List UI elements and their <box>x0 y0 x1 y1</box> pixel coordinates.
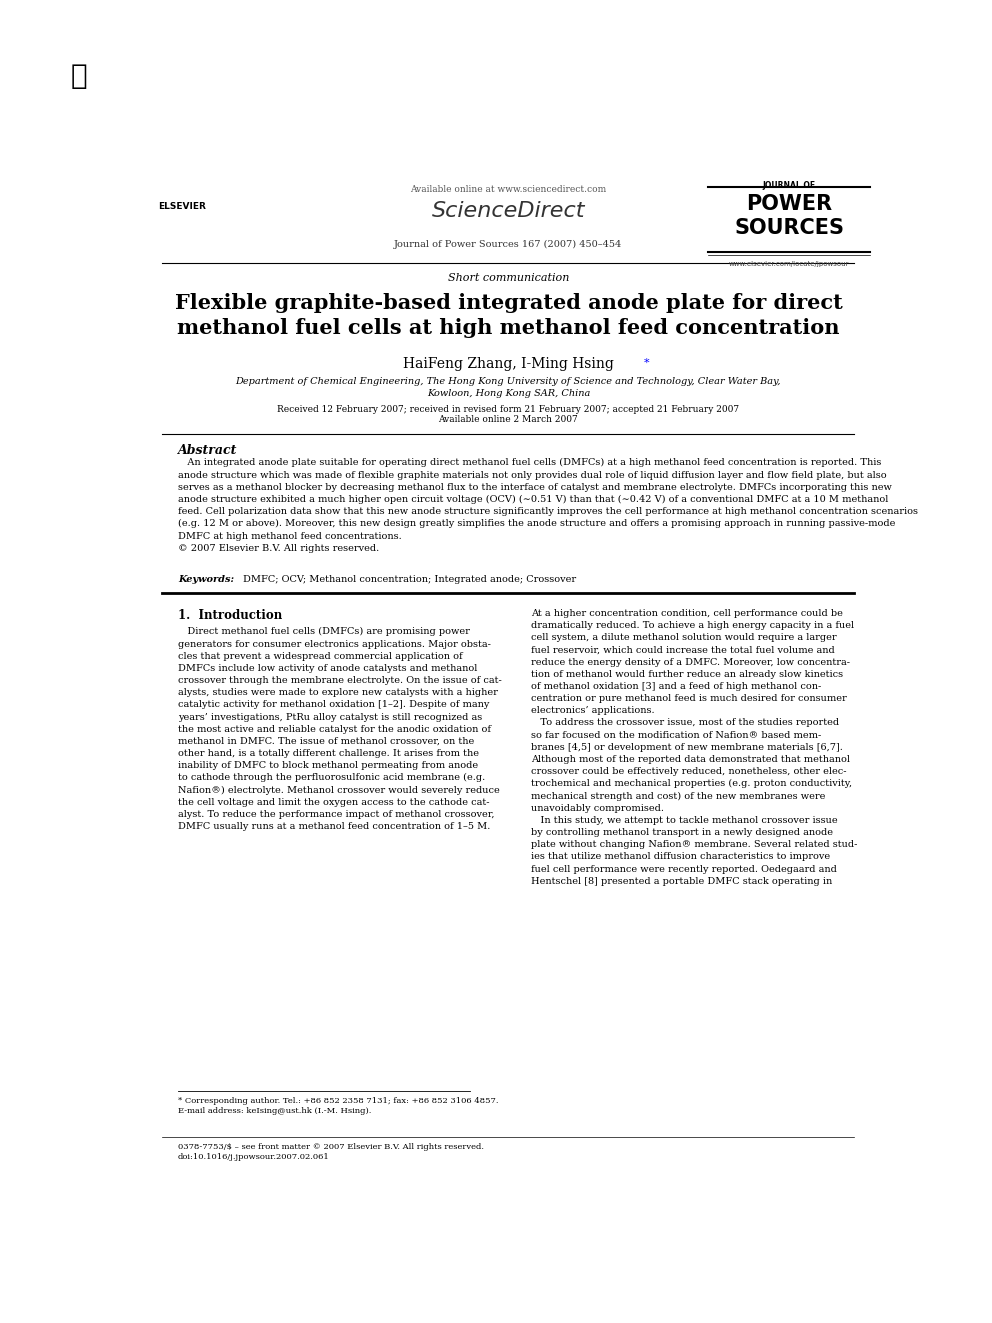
Text: Received 12 February 2007; received in revised form 21 February 2007; accepted 2: Received 12 February 2007; received in r… <box>278 405 739 414</box>
Text: E-mail address: keIsing@ust.hk (I.-M. Hsing).: E-mail address: keIsing@ust.hk (I.-M. Hs… <box>178 1107 371 1115</box>
Text: Keywords:: Keywords: <box>178 576 234 585</box>
Text: Kowloon, Hong Kong SAR, China: Kowloon, Hong Kong SAR, China <box>427 389 590 398</box>
Text: www.elsevier.com/locate/jpowsour: www.elsevier.com/locate/jpowsour <box>729 261 849 267</box>
Text: Direct methanol fuel cells (DMFCs) are promising power
generators for consumer e: Direct methanol fuel cells (DMFCs) are p… <box>178 627 502 831</box>
Text: ELSEVIER: ELSEVIER <box>158 201 205 210</box>
Text: *: * <box>644 357 650 368</box>
Text: Department of Chemical Engineering, The Hong Kong University of Science and Tech: Department of Chemical Engineering, The … <box>236 377 781 386</box>
Text: DMFC; OCV; Methanol concentration; Integrated anode; Crossover: DMFC; OCV; Methanol concentration; Integ… <box>243 576 576 585</box>
Text: Available online 2 March 2007: Available online 2 March 2007 <box>438 415 578 425</box>
Text: Short communication: Short communication <box>447 273 569 283</box>
Text: Available online at www.sciencedirect.com: Available online at www.sciencedirect.co… <box>411 185 606 194</box>
Text: 0378-7753/$ – see front matter © 2007 Elsevier B.V. All rights reserved.: 0378-7753/$ – see front matter © 2007 El… <box>178 1143 484 1151</box>
Text: At a higher concentration condition, cell performance could be
dramatically redu: At a higher concentration condition, cel… <box>532 609 858 885</box>
Text: * Corresponding author. Tel.: +86 852 2358 7131; fax: +86 852 3106 4857.: * Corresponding author. Tel.: +86 852 23… <box>178 1097 498 1105</box>
Text: JOURNAL OF: JOURNAL OF <box>763 181 815 191</box>
Text: An integrated anode plate suitable for operating direct methanol fuel cells (DMF: An integrated anode plate suitable for o… <box>178 458 918 553</box>
Text: Journal of Power Sources 167 (2007) 450–454: Journal of Power Sources 167 (2007) 450–… <box>394 241 623 249</box>
Text: 1.  Introduction: 1. Introduction <box>178 609 282 622</box>
Text: Abstract: Abstract <box>178 445 237 456</box>
Text: ScienceDirect: ScienceDirect <box>432 201 585 221</box>
Text: 🌳: 🌳 <box>71 61 87 90</box>
Text: HaiFeng Zhang, I-Ming Hsing: HaiFeng Zhang, I-Ming Hsing <box>403 357 614 372</box>
Text: POWER: POWER <box>746 194 832 214</box>
Text: doi:10.1016/j.jpowsour.2007.02.061: doi:10.1016/j.jpowsour.2007.02.061 <box>178 1154 329 1162</box>
Text: SOURCES: SOURCES <box>734 218 844 238</box>
Text: Flexible graphite-based integrated anode plate for direct
methanol fuel cells at: Flexible graphite-based integrated anode… <box>175 294 842 339</box>
